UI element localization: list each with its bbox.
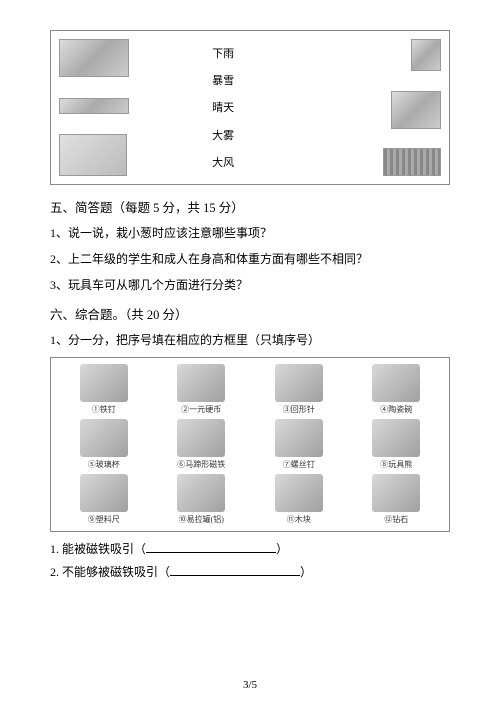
section5-q3: 3、玩具车可从哪几个方面进行分类？ — [50, 276, 450, 294]
item-bear-image — [372, 419, 420, 457]
answer2-blank[interactable] — [170, 564, 300, 576]
weather-terms: 下雨 暴雪 晴天 大雾 大风 — [204, 39, 296, 176]
section6-q1: 1、分一分，把序号填在相应的方框里（只填序号） — [50, 331, 450, 349]
item-cell: ⑧玩具熊 — [350, 419, 444, 470]
item-diamond-image — [372, 474, 420, 512]
item-cell: ⑥马蹄形磁铁 — [155, 419, 249, 470]
item-nail-image — [80, 364, 128, 402]
item-cell: ②一元硬币 — [155, 364, 249, 415]
item-label: ④陶瓷碗 — [350, 404, 444, 415]
item-cell: ⑩易拉罐(铝) — [155, 474, 249, 525]
item-label: ⑫钻石 — [350, 514, 444, 525]
item-magnet-image — [177, 419, 225, 457]
answer2: 2. 不能够被磁铁吸引（ ） — [50, 563, 450, 580]
item-cell: ③回形针 — [252, 364, 346, 415]
snow-person-image — [411, 39, 441, 71]
weather-term: 大风 — [212, 154, 234, 170]
item-label: ⑩易拉罐(铝) — [155, 514, 249, 525]
weather-left-images — [59, 39, 204, 176]
item-label: ①铁钉 — [57, 404, 151, 415]
item-bowl-image — [372, 364, 420, 402]
item-cell: ④陶瓷碗 — [350, 364, 444, 415]
item-label: ⑨塑料尺 — [57, 514, 151, 525]
windmill-image — [59, 134, 127, 176]
item-label: ⑦螺丝钉 — [252, 459, 346, 470]
weather-term: 下雨 — [212, 45, 234, 61]
answer1-blank[interactable] — [146, 541, 276, 553]
item-label: ③回形针 — [252, 404, 346, 415]
section5-q2: 2、上二年级的学生和成人在身高和体重方面有哪些不相同？ — [50, 250, 450, 268]
weather-term: 暴雪 — [212, 72, 234, 88]
page-number: 3/5 — [0, 679, 500, 691]
item-label: ⑧玩具熊 — [350, 459, 444, 470]
item-cell: ⑫钻石 — [350, 474, 444, 525]
answer2-prefix: 2. 不能够被磁铁吸引（ — [50, 565, 170, 579]
answer1: 1. 能被磁铁吸引（ ） — [50, 540, 450, 557]
item-label: ②一元硬币 — [155, 404, 249, 415]
section5-q1: 1、说一说，栽小葱时应该注意哪些事项？ — [50, 224, 450, 242]
item-cell: ①铁钉 — [57, 364, 151, 415]
weather-match-box: 下雨 暴雪 晴天 大雾 大风 — [50, 30, 450, 185]
item-label: ⑤玻璃杯 — [57, 459, 151, 470]
items-box: ①铁钉 ②一元硬币 ③回形针 ④陶瓷碗 ⑤玻璃杯 ⑥马蹄形磁铁 ⑦螺丝钉 ⑧玩 — [50, 357, 450, 532]
item-wood-image — [275, 474, 323, 512]
item-glass-image — [80, 419, 128, 457]
item-cell: ⑪木块 — [252, 474, 346, 525]
answer1-suffix: ） — [276, 542, 288, 556]
items-grid: ①铁钉 ②一元硬币 ③回形针 ④陶瓷碗 ⑤玻璃杯 ⑥马蹄形磁铁 ⑦螺丝钉 ⑧玩 — [57, 364, 443, 525]
item-cell: ⑨塑料尺 — [57, 474, 151, 525]
road-image — [59, 98, 129, 114]
weather-term: 晴天 — [212, 99, 234, 115]
item-cell: ⑤玻璃杯 — [57, 419, 151, 470]
cloud-image — [391, 91, 441, 129]
item-ruler-image — [80, 474, 128, 512]
weather-content: 下雨 暴雪 晴天 大雾 大风 — [59, 39, 441, 176]
item-cell: ⑦螺丝钉 — [252, 419, 346, 470]
item-screw-image — [275, 419, 323, 457]
section6-title: 六、综合题。（共 20 分） — [50, 304, 450, 323]
section5-title: 五、简答题（每题 5 分，共 15 分） — [50, 197, 450, 216]
answer1-prefix: 1. 能被磁铁吸引（ — [50, 542, 146, 556]
solar-panel-image — [383, 148, 441, 176]
item-label: ⑥马蹄形磁铁 — [155, 459, 249, 470]
answer2-suffix: ） — [300, 565, 312, 579]
car-rain-image — [59, 39, 129, 77]
item-can-image — [177, 474, 225, 512]
item-paperclip-image — [275, 364, 323, 402]
item-label: ⑪木块 — [252, 514, 346, 525]
weather-right-images — [296, 39, 441, 176]
weather-term: 大雾 — [212, 127, 234, 143]
item-coin-image — [177, 364, 225, 402]
